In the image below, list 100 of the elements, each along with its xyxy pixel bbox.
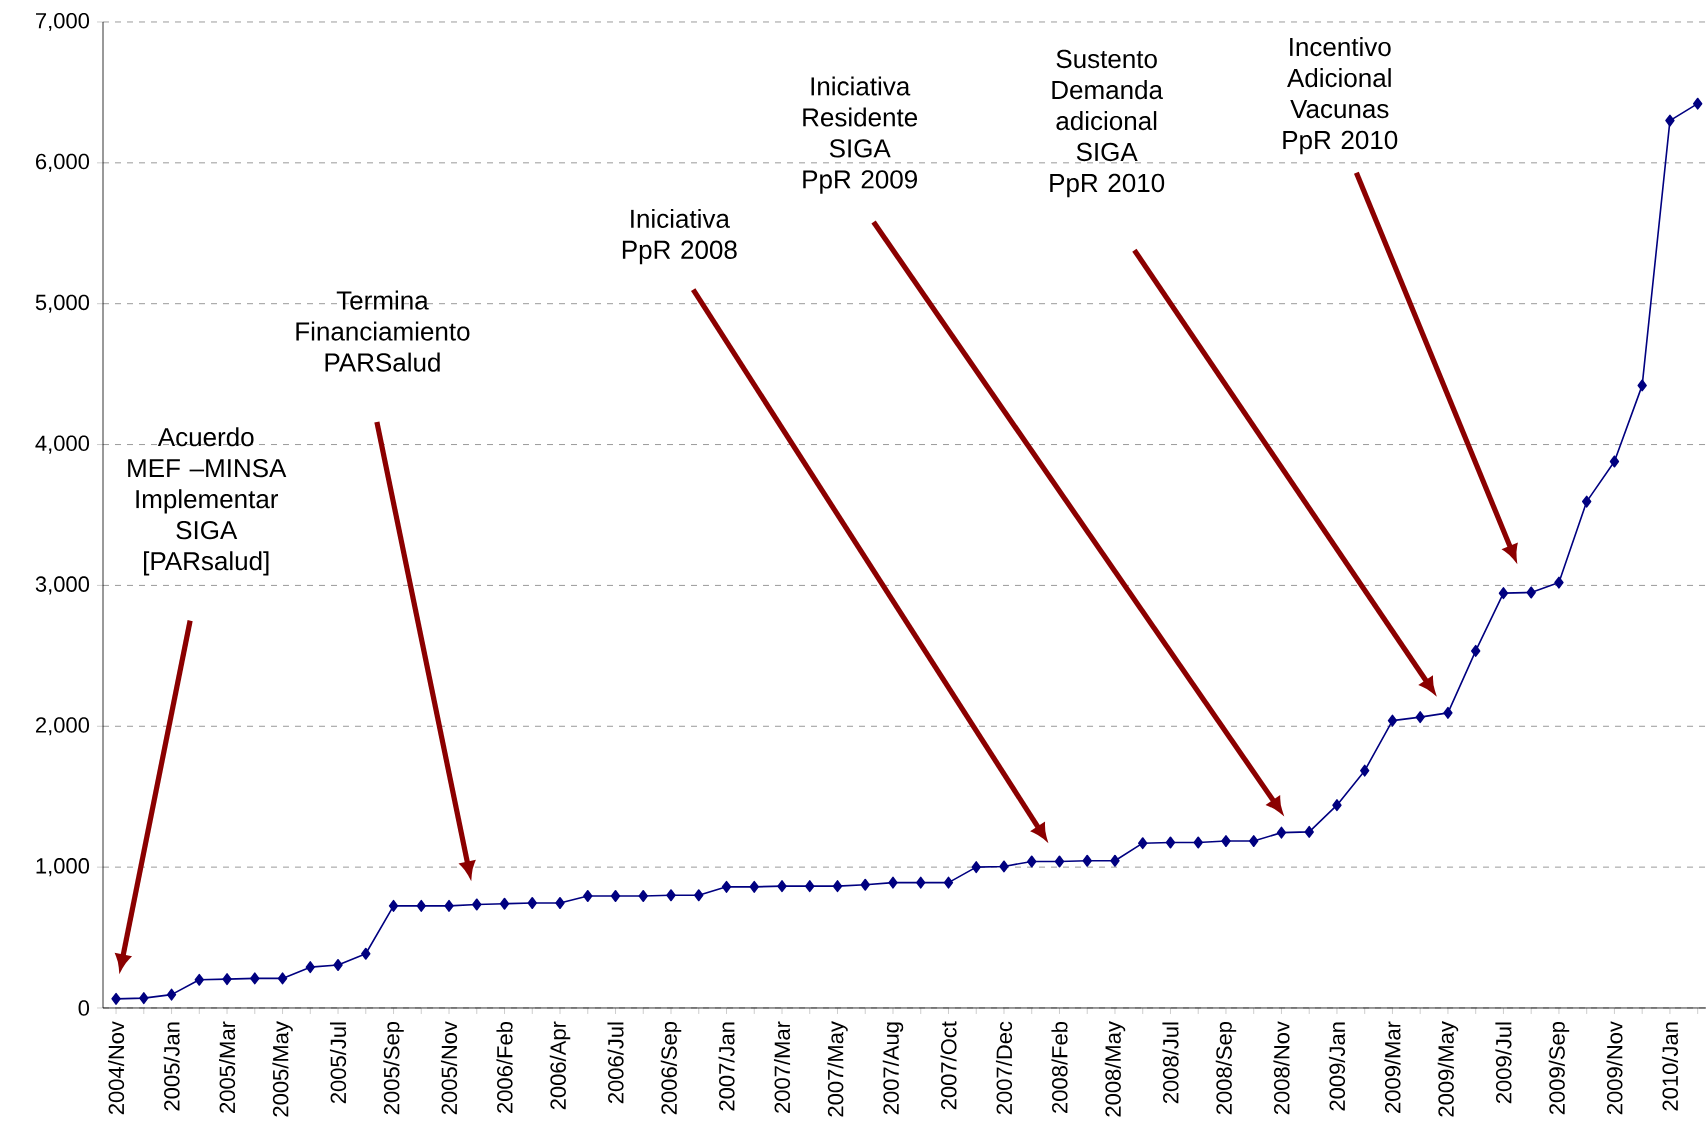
point xyxy=(1526,586,1536,599)
x-tick-label: 2006/Apr xyxy=(549,1021,571,1110)
point xyxy=(1581,495,1592,508)
x-tick-label: 2006/Sep xyxy=(660,1022,682,1115)
y-tick-label: 1,000 xyxy=(36,858,90,877)
y-tick-label: 5,000 xyxy=(35,294,90,313)
point xyxy=(361,947,371,960)
x-tick-label: 2007/Oct xyxy=(940,1021,957,1110)
y-tick-label: 2,000 xyxy=(35,717,90,736)
point xyxy=(832,880,843,893)
point xyxy=(916,876,926,889)
point xyxy=(610,890,621,902)
point xyxy=(1609,455,1620,468)
point xyxy=(694,889,704,902)
x-tick-label: 2009/Mar xyxy=(1384,1021,1401,1113)
annotation: Iniciativa PpR 2008 xyxy=(622,208,737,265)
point xyxy=(1554,576,1564,589)
point xyxy=(1276,826,1287,839)
x-tick-label: 2004/Nov xyxy=(107,1021,125,1115)
x-tick-label: 2005/Nov xyxy=(440,1021,458,1115)
x-tick-label: 2008/Jul xyxy=(1162,1022,1179,1104)
point xyxy=(971,861,981,874)
x-tick-label: 2009/Nov xyxy=(1606,1021,1623,1115)
point xyxy=(305,961,315,974)
point xyxy=(583,890,593,902)
x-tick-label: 2006/Feb xyxy=(496,1022,513,1113)
point xyxy=(111,992,121,1005)
point xyxy=(1665,114,1675,127)
point xyxy=(638,890,648,902)
point xyxy=(860,878,870,891)
x-tick-label: 2007/Aug xyxy=(882,1022,904,1115)
x-tick-label: 2007/Jan xyxy=(718,1022,735,1111)
point xyxy=(472,898,482,911)
point xyxy=(777,880,787,893)
point xyxy=(277,972,288,985)
point xyxy=(250,972,260,985)
y-tick-label: 6,000 xyxy=(36,153,90,172)
point xyxy=(1138,837,1148,850)
point xyxy=(749,880,759,893)
point xyxy=(1387,714,1398,727)
point xyxy=(416,899,426,912)
point xyxy=(1498,587,1509,600)
point xyxy=(499,897,510,910)
point xyxy=(1221,835,1231,848)
point xyxy=(1332,799,1342,812)
annotation: Incentivo Adicional Vacunas PpR 2010 xyxy=(1283,37,1398,155)
x-tick-label: 2007/Dec xyxy=(995,1021,1013,1115)
annotation: Termina Financiamiento PARSalud xyxy=(296,290,470,372)
point xyxy=(388,899,399,912)
annotation: Iniciativa Residente SIGA PpR 2009 xyxy=(803,76,918,194)
x-tick-label: 2005/Jan xyxy=(163,1022,180,1111)
point xyxy=(666,889,676,902)
annotation: Sustento Demanda adicional SIGA PpR 2010 xyxy=(1050,49,1165,198)
point xyxy=(1443,706,1453,719)
x-tick-label: 2006/Jul xyxy=(607,1022,624,1104)
x-tick-label: 2009/May xyxy=(1437,1021,1459,1117)
x-tick-label: 2007/Mar xyxy=(773,1021,791,1113)
point xyxy=(1692,97,1703,110)
point xyxy=(1193,836,1203,849)
point xyxy=(721,880,732,893)
point xyxy=(1471,644,1481,657)
x-tick-label: 2009/Jul xyxy=(1495,1022,1512,1104)
x-tick-label: 2005/May xyxy=(272,1021,293,1117)
point xyxy=(805,880,815,893)
point xyxy=(1082,854,1092,867)
point xyxy=(943,876,954,889)
point xyxy=(1360,764,1370,777)
x-tick-label: 2005/Sep xyxy=(383,1022,404,1115)
point xyxy=(1165,836,1176,849)
point xyxy=(1637,379,1647,392)
x-tick-label: 2010/Jan xyxy=(1661,1022,1679,1111)
x-tick-label: 2008/Nov xyxy=(1273,1021,1290,1115)
y-tick-label: 0 xyxy=(78,1000,90,1016)
point xyxy=(1054,855,1065,868)
point xyxy=(888,876,898,889)
point xyxy=(194,973,204,986)
point xyxy=(999,860,1009,873)
point xyxy=(444,899,454,912)
point xyxy=(527,897,537,910)
point xyxy=(333,959,343,972)
x-tick-label: 2009/Jan xyxy=(1328,1022,1346,1111)
x-tick-label: 2005/Mar xyxy=(218,1021,236,1113)
point xyxy=(1027,855,1037,868)
point xyxy=(139,992,149,1005)
point xyxy=(1110,854,1120,867)
point xyxy=(222,973,232,986)
x-tick-label: 2007/May xyxy=(827,1021,848,1117)
x-tick-label: 2008/Feb xyxy=(1051,1022,1068,1113)
x-tick-label: 2009/Sep xyxy=(1548,1022,1570,1115)
x-tick-label: 2005/Jul xyxy=(329,1022,347,1104)
annotation: Acuerdo MEF –MINSA Implementar SIGA [PARsalud] xyxy=(128,427,287,576)
point xyxy=(166,988,177,1001)
point xyxy=(1415,711,1425,724)
y-tick-label: 3,000 xyxy=(35,576,90,595)
x-tick-label: 2008/May xyxy=(1104,1021,1126,1117)
point xyxy=(555,897,565,910)
point xyxy=(1304,825,1314,838)
point xyxy=(1249,835,1259,848)
y-tick-label: 7,000 xyxy=(36,12,90,32)
x-tick-label: 2008/Sep xyxy=(1215,1022,1237,1115)
